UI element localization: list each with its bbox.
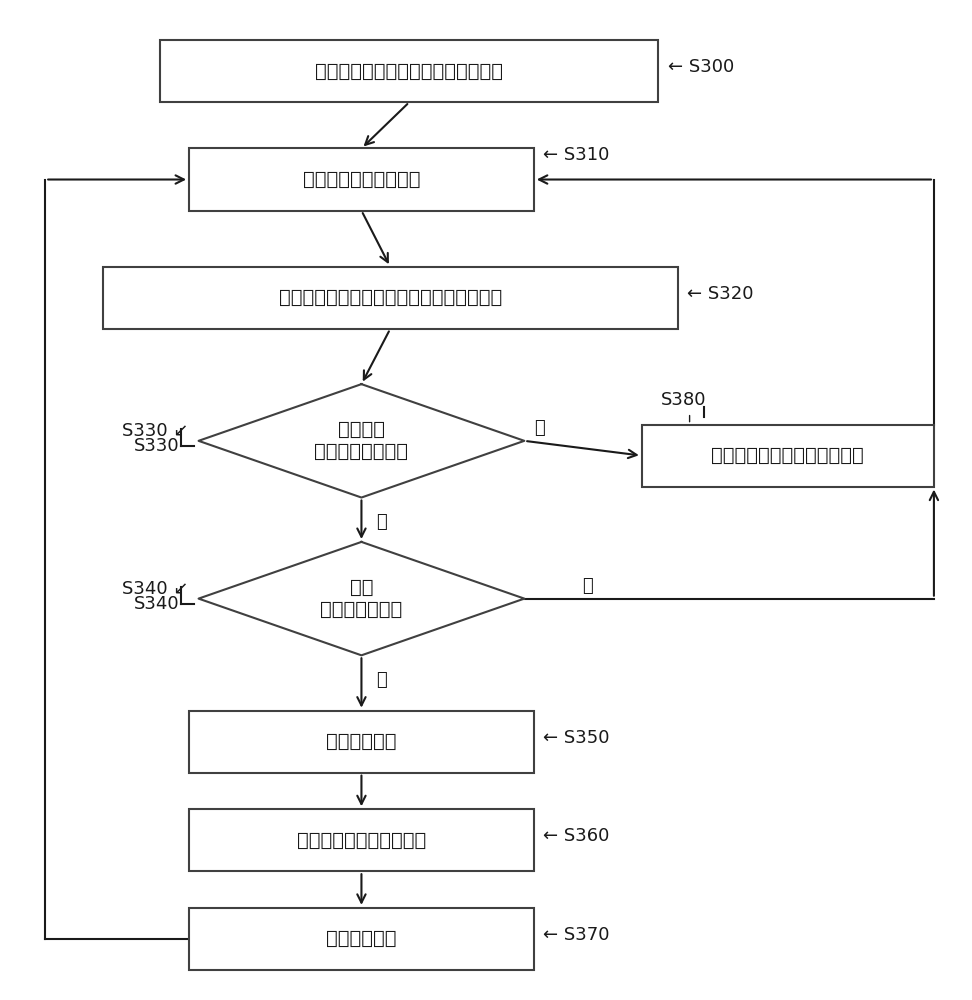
Text: S340 ↙: S340 ↙	[122, 580, 189, 598]
FancyBboxPatch shape	[642, 425, 934, 487]
FancyBboxPatch shape	[189, 809, 534, 871]
Text: 判断发生的触摸操作为误操作: 判断发生的触摸操作为误操作	[712, 446, 864, 465]
Text: 判断用户
是否佩戴电子终端: 判断用户 是否佩戴电子终端	[315, 420, 408, 461]
Text: ← S320: ← S320	[687, 285, 753, 303]
Polygon shape	[198, 542, 524, 655]
Text: 是: 是	[376, 513, 387, 531]
Text: 等待用户发出开始命令: 等待用户发出开始命令	[302, 170, 420, 189]
FancyBboxPatch shape	[103, 267, 677, 329]
Text: ← S370: ← S370	[543, 926, 610, 944]
Text: 结束当前功能: 结束当前功能	[327, 929, 397, 948]
Text: ← S310: ← S310	[543, 146, 609, 164]
FancyBboxPatch shape	[189, 908, 534, 970]
Text: S380: S380	[661, 391, 707, 409]
Text: S330 ↙: S330 ↙	[122, 422, 189, 440]
FancyBboxPatch shape	[189, 148, 534, 211]
Text: 否: 否	[582, 577, 593, 595]
Text: 判断
是否为正确姿势: 判断 是否为正确姿势	[321, 578, 402, 619]
Text: ← S350: ← S350	[543, 729, 610, 747]
Text: 是: 是	[376, 671, 387, 689]
Text: S330: S330	[134, 437, 180, 455]
Text: 检测到触摸屏幕上发生预定类型的触摸操作: 检测到触摸屏幕上发生预定类型的触摸操作	[279, 288, 502, 307]
Text: 指定预设类型的触摸操作的对应功能: 指定预设类型的触摸操作的对应功能	[315, 62, 503, 81]
Text: ← S360: ← S360	[543, 827, 609, 845]
Text: 否: 否	[534, 419, 544, 437]
Text: 执行预设功能: 执行预设功能	[327, 732, 397, 751]
Polygon shape	[198, 384, 524, 498]
Text: 等待预设功能的结束命令: 等待预设功能的结束命令	[296, 831, 426, 850]
FancyBboxPatch shape	[189, 711, 534, 773]
Text: S340: S340	[134, 595, 180, 613]
FancyBboxPatch shape	[160, 40, 658, 102]
Text: ← S300: ← S300	[668, 58, 734, 76]
